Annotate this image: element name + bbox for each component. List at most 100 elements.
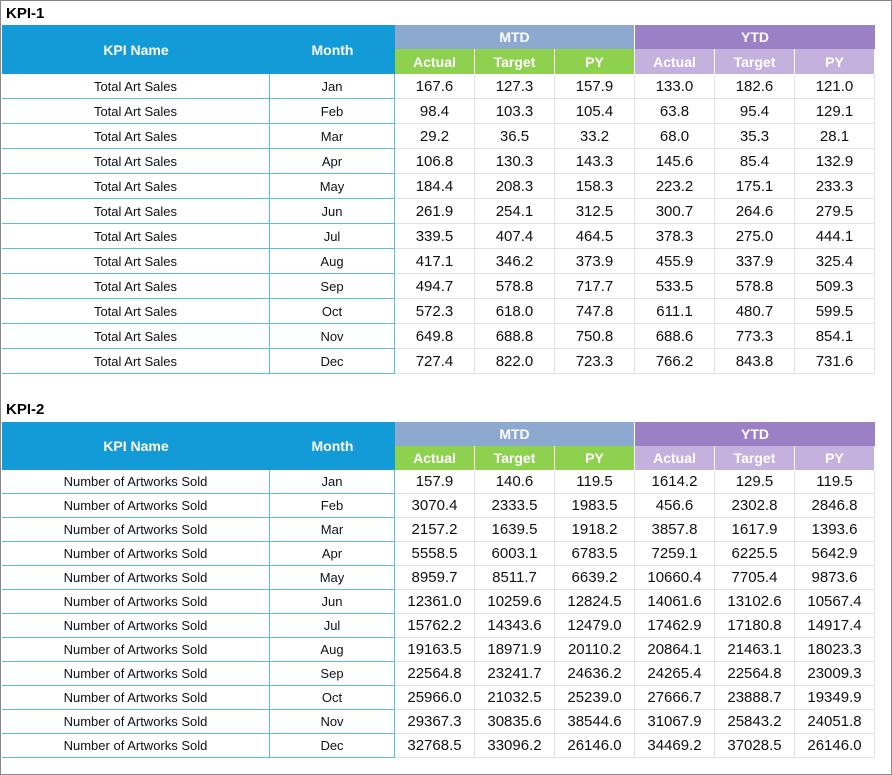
value-cell: 578.8 xyxy=(475,274,555,299)
value-cell: 68.0 xyxy=(635,124,715,149)
value-cell: 731.6 xyxy=(795,349,875,374)
value-cell: 2302.8 xyxy=(715,494,795,518)
value-cell: 24051.8 xyxy=(795,710,875,734)
kpi-name-cell: Total Art Sales xyxy=(2,349,270,374)
sub-header: PY xyxy=(555,49,635,74)
kpi-name-cell: Number of Artworks Sold xyxy=(2,518,270,542)
value-cell: 20864.1 xyxy=(635,638,715,662)
value-cell: 688.8 xyxy=(475,324,555,349)
kpi-name-cell: Total Art Sales xyxy=(2,249,270,274)
value-cell: 843.8 xyxy=(715,349,795,374)
value-cell: 649.8 xyxy=(395,324,475,349)
month-cell: Jul xyxy=(270,614,395,638)
kpi-name-cell: Total Art Sales xyxy=(2,99,270,124)
value-cell: 6225.5 xyxy=(715,542,795,566)
value-cell: 33.2 xyxy=(555,124,635,149)
value-cell: 10567.4 xyxy=(795,590,875,614)
value-cell: 33096.2 xyxy=(475,734,555,758)
kpi-name-cell: Total Art Sales xyxy=(2,74,270,99)
value-cell: 688.6 xyxy=(635,324,715,349)
value-cell: 1918.2 xyxy=(555,518,635,542)
value-cell: 23009.3 xyxy=(795,662,875,686)
value-cell: 346.2 xyxy=(475,249,555,274)
value-cell: 854.1 xyxy=(795,324,875,349)
value-cell: 300.7 xyxy=(635,199,715,224)
value-cell: 21032.5 xyxy=(475,686,555,710)
value-cell: 20110.2 xyxy=(555,638,635,662)
value-cell: 261.9 xyxy=(395,199,475,224)
header-kpi-name: KPI Name xyxy=(2,25,270,74)
header-month: Month xyxy=(270,25,395,74)
value-cell: 22564.8 xyxy=(715,662,795,686)
month-cell: Jan xyxy=(270,470,395,494)
value-cell: 378.3 xyxy=(635,224,715,249)
sub-header: Actual xyxy=(635,49,715,74)
month-cell: Nov xyxy=(270,324,395,349)
value-cell: 208.3 xyxy=(475,174,555,199)
kpi-name-cell: Total Art Sales xyxy=(2,124,270,149)
value-cell: 36.5 xyxy=(475,124,555,149)
month-cell: May xyxy=(270,566,395,590)
value-cell: 750.8 xyxy=(555,324,635,349)
value-cell: 572.3 xyxy=(395,299,475,324)
value-cell: 29.2 xyxy=(395,124,475,149)
month-cell: Mar xyxy=(270,518,395,542)
sub-header: PY xyxy=(795,446,875,470)
header-mtd: MTD xyxy=(395,422,635,446)
value-cell: 32768.5 xyxy=(395,734,475,758)
value-cell: 312.5 xyxy=(555,199,635,224)
value-cell: 417.1 xyxy=(395,249,475,274)
value-cell: 27666.7 xyxy=(635,686,715,710)
kpi-name-cell: Total Art Sales xyxy=(2,149,270,174)
value-cell: 456.6 xyxy=(635,494,715,518)
value-cell: 1639.5 xyxy=(475,518,555,542)
value-cell: 121.0 xyxy=(795,74,875,99)
value-cell: 773.3 xyxy=(715,324,795,349)
value-cell: 25239.0 xyxy=(555,686,635,710)
kpi-name-cell: Number of Artworks Sold xyxy=(2,614,270,638)
value-cell: 533.5 xyxy=(635,274,715,299)
value-cell: 145.6 xyxy=(635,149,715,174)
value-cell: 5642.9 xyxy=(795,542,875,566)
value-cell: 24636.2 xyxy=(555,662,635,686)
value-cell: 1393.6 xyxy=(795,518,875,542)
value-cell: 14343.6 xyxy=(475,614,555,638)
value-cell: 464.5 xyxy=(555,224,635,249)
value-cell: 337.9 xyxy=(715,249,795,274)
value-cell: 182.6 xyxy=(715,74,795,99)
value-cell: 26146.0 xyxy=(795,734,875,758)
month-cell: Jul xyxy=(270,224,395,249)
value-cell: 223.2 xyxy=(635,174,715,199)
kpi-name-cell: Number of Artworks Sold xyxy=(2,590,270,614)
value-cell: 10660.4 xyxy=(635,566,715,590)
month-cell: Aug xyxy=(270,638,395,662)
value-cell: 5558.5 xyxy=(395,542,475,566)
value-cell: 19349.9 xyxy=(795,686,875,710)
kpi-name-cell: Number of Artworks Sold xyxy=(2,542,270,566)
kpi-name-cell: Total Art Sales xyxy=(2,224,270,249)
value-cell: 17180.8 xyxy=(715,614,795,638)
sub-header: Target xyxy=(715,49,795,74)
kpi-name-cell: Number of Artworks Sold xyxy=(2,686,270,710)
value-cell: 129.1 xyxy=(795,99,875,124)
sub-header: PY xyxy=(795,49,875,74)
value-cell: 6003.1 xyxy=(475,542,555,566)
value-cell: 717.7 xyxy=(555,274,635,299)
header-ytd: YTD xyxy=(635,422,875,446)
kpi-name-cell: Number of Artworks Sold xyxy=(2,494,270,518)
value-cell: 2333.5 xyxy=(475,494,555,518)
value-cell: 14917.4 xyxy=(795,614,875,638)
value-cell: 25966.0 xyxy=(395,686,475,710)
value-cell: 455.9 xyxy=(635,249,715,274)
value-cell: 105.4 xyxy=(555,99,635,124)
value-cell: 24265.4 xyxy=(635,662,715,686)
value-cell: 175.1 xyxy=(715,174,795,199)
value-cell: 12361.0 xyxy=(395,590,475,614)
kpi-name-cell: Total Art Sales xyxy=(2,199,270,224)
value-cell: 158.3 xyxy=(555,174,635,199)
month-cell: Jan xyxy=(270,74,395,99)
value-cell: 254.1 xyxy=(475,199,555,224)
month-cell: Feb xyxy=(270,494,395,518)
value-cell: 407.4 xyxy=(475,224,555,249)
